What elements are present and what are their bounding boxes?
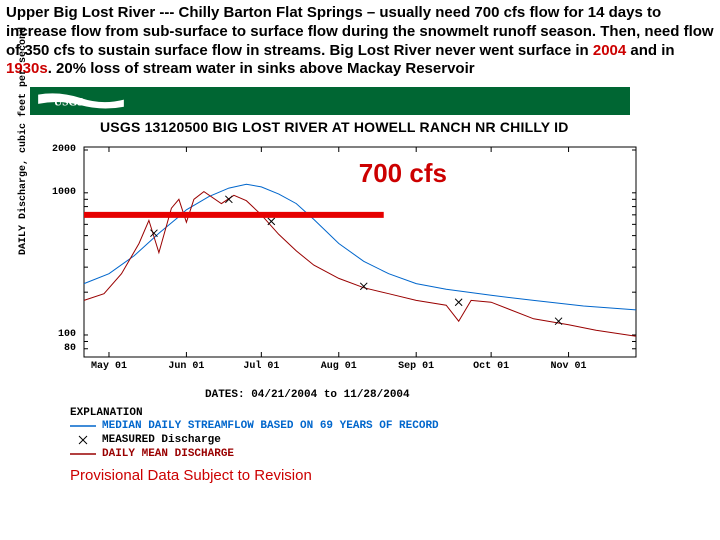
- explanation-label: DAILY MEAN DISCHARGE: [102, 448, 234, 460]
- xtick-label: Jul 01: [243, 361, 279, 372]
- dates-label: DATES: 04/21/2004 to 11/28/2004: [205, 389, 410, 401]
- ytick-label: 100: [40, 329, 76, 340]
- xtick-label: Oct 01: [473, 361, 509, 372]
- svg-text:USGS: USGS: [54, 96, 84, 108]
- explanation-label: MEDIAN DAILY STREAMFLOW BASED ON 69 YEAR…: [102, 420, 439, 432]
- header-part-1: 2004: [593, 42, 626, 59]
- ytick-label: 2000: [40, 144, 76, 155]
- explanation-label: MEASURED Discharge: [102, 434, 221, 446]
- usgs-bar: USGS: [30, 87, 630, 115]
- provisional-text: Provisional Data Subject to Revision: [70, 467, 720, 484]
- xtick-label: Nov 01: [551, 361, 587, 372]
- explanation-row: MEASURED Discharge: [70, 433, 720, 447]
- legend-marker-icon: [70, 435, 96, 445]
- legend-line-icon: [70, 421, 96, 431]
- xtick-label: Jun 01: [168, 361, 204, 372]
- explanation-block: EXPLANATION MEDIAN DAILY STREAMFLOW BASE…: [70, 407, 720, 461]
- header-text: Upper Big Lost River --- Chilly Barton F…: [0, 0, 720, 81]
- explanation-title: EXPLANATION: [70, 407, 720, 419]
- header-part-4: . 20% loss of stream water in sinks abov…: [48, 60, 475, 77]
- header-part-2: and in: [626, 42, 674, 59]
- xtick-label: Aug 01: [321, 361, 357, 372]
- ytick-label: 1000: [40, 187, 76, 198]
- explanation-row: DAILY MEAN DISCHARGE: [70, 447, 720, 461]
- legend-line-icon: [70, 449, 96, 459]
- explanation-row: MEDIAN DAILY STREAMFLOW BASED ON 69 YEAR…: [70, 419, 720, 433]
- yaxis-label: DAILY Discharge, cubic feet per second: [18, 27, 29, 255]
- chart-title: USGS 13120500 BIG LOST RIVER AT HOWELL R…: [100, 119, 569, 135]
- ytick-label: 80: [40, 343, 76, 354]
- xtick-label: Sep 01: [398, 361, 434, 372]
- xtick-label: May 01: [91, 361, 127, 372]
- usgs-logo-icon: USGS: [36, 91, 126, 111]
- chart-area: USGS 13120500 BIG LOST RIVER AT HOWELL R…: [30, 115, 650, 405]
- threshold-annotation: 700 cfs: [359, 158, 447, 189]
